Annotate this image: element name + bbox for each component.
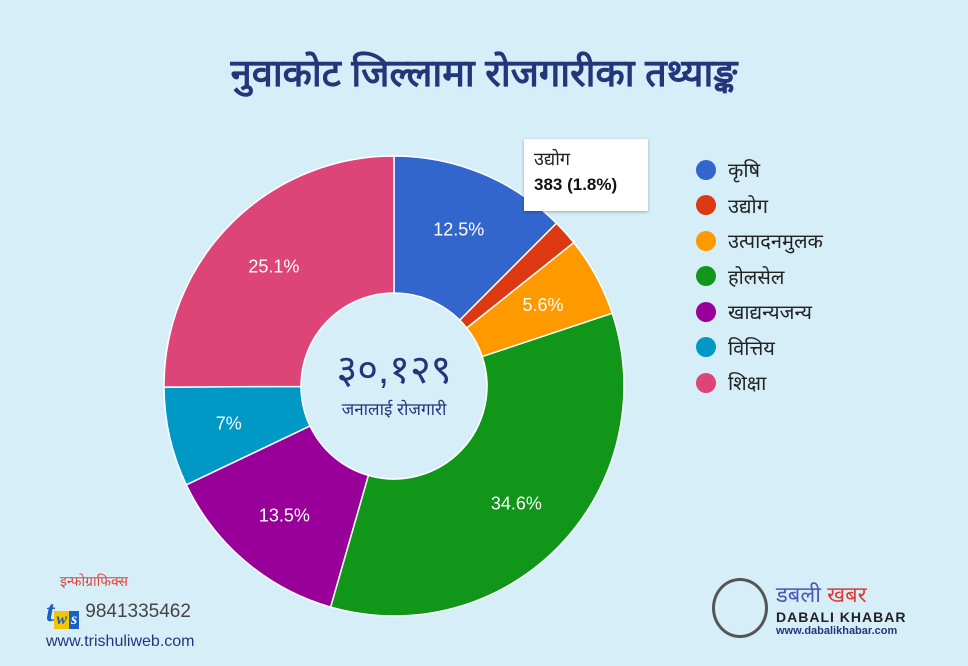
slice-6[interactable] bbox=[163, 155, 395, 388]
slice-3[interactable] bbox=[329, 312, 625, 617]
legend-item[interactable]: उत्पादनमुलक bbox=[696, 223, 823, 259]
legend-dot-icon bbox=[696, 337, 716, 358]
legend-item[interactable]: शिक्षा bbox=[696, 365, 823, 401]
legend: कृषि उद्योग उत्पादनमुलक होलसेल खाद्यन्यजन्य व… bbox=[696, 152, 823, 401]
total-caption: जनालाई रोजगारी bbox=[341, 400, 447, 419]
legend-dot-icon bbox=[696, 159, 716, 180]
website-link[interactable]: www.trishuliweb.com bbox=[46, 633, 195, 650]
brand-logo: डबली खबर DABALI KHABAR www.dabalikhabar.… bbox=[712, 578, 906, 638]
legend-item[interactable]: वित्तिय bbox=[696, 330, 823, 366]
legend-dot-icon bbox=[696, 230, 716, 251]
legend-dot-icon bbox=[696, 301, 716, 322]
legend-label: कृषि bbox=[728, 160, 761, 183]
legend-label: वित्तिय bbox=[728, 337, 775, 360]
phone-number: 9841335462 bbox=[85, 601, 191, 622]
legend-dot-icon bbox=[696, 266, 716, 287]
legend-item[interactable]: खाद्यन्यजन्य bbox=[696, 294, 823, 330]
legend-label: उद्योग bbox=[728, 195, 768, 218]
brand-website[interactable]: www.dabalikhabar.com bbox=[776, 625, 898, 637]
tooltip: उद्योग 383 (1.8%) bbox=[524, 139, 648, 211]
slice-label: 13.5% bbox=[259, 505, 310, 525]
legend-label: होलसेल bbox=[728, 266, 785, 289]
tooltip-name: उद्योग bbox=[534, 149, 570, 169]
brand-name-np-1: डबली bbox=[776, 582, 821, 607]
infographics-label: इन्फोग्राफिक्स bbox=[60, 573, 129, 589]
brand-name-en: DABALI KHABAR bbox=[776, 609, 907, 625]
chart-title: नुवाकोट जिल्लामा रोजगारीका तथ्याङ्क bbox=[230, 53, 738, 95]
legend-dot-icon bbox=[696, 372, 716, 393]
legend-label: शिक्षा bbox=[728, 373, 767, 396]
slice-label: 12.5% bbox=[433, 219, 484, 239]
legend-item[interactable]: उद्योग bbox=[696, 188, 823, 224]
tws-logo: t w s bbox=[46, 595, 80, 629]
ring-logo-icon bbox=[712, 578, 768, 638]
tooltip-value: 383 (1.8%) bbox=[534, 175, 618, 194]
slice-4[interactable] bbox=[185, 424, 370, 609]
legend-label: उत्पादनमुलक bbox=[728, 231, 823, 254]
legend-dot-icon bbox=[696, 195, 716, 216]
legend-item[interactable]: होलसेल bbox=[696, 259, 823, 295]
credit: इन्फोग्राफिक्स t w s 9841335462 www.tris… bbox=[46, 572, 194, 651]
slice-label: 34.6% bbox=[491, 493, 542, 513]
brand-name-np-2: खबर bbox=[827, 582, 867, 607]
slice-0[interactable] bbox=[393, 155, 558, 322]
slice-label: 5.6% bbox=[522, 295, 563, 315]
total-employed: ३०,१२९ bbox=[336, 348, 452, 392]
slice-label: 25.1% bbox=[248, 256, 299, 276]
slice-label: 7% bbox=[216, 414, 242, 434]
center-summary: ३०,१२९ जनालाई रोजगारी bbox=[303, 340, 485, 420]
legend-label: खाद्यन्यजन्य bbox=[728, 302, 812, 325]
legend-item[interactable]: कृषि bbox=[696, 152, 823, 188]
